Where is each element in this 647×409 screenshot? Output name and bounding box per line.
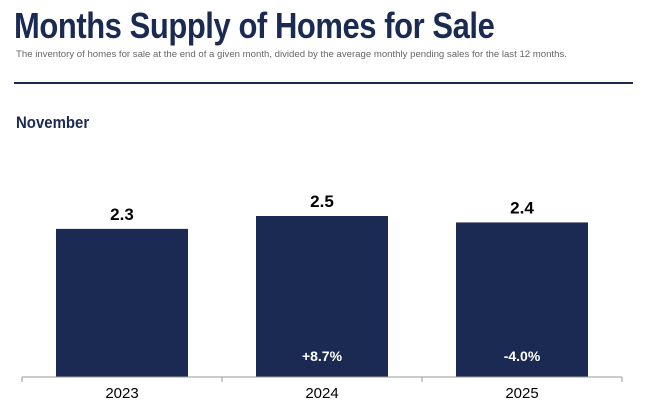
title-divider — [14, 82, 633, 84]
section-label: November — [16, 113, 90, 132]
page-title: Months Supply of Homes for Sale — [14, 5, 495, 46]
page-subtitle: The inventory of homes for sale at the e… — [16, 49, 567, 60]
change-label-2024: +8.7% — [302, 348, 343, 364]
change-label-2025: -4.0% — [504, 348, 541, 364]
x-tick-label-2023: 2023 — [105, 385, 138, 402]
bar-2025 — [456, 222, 588, 377]
bars-group — [56, 216, 588, 377]
x-tick-label-2024: 2024 — [305, 385, 338, 402]
labels-group: 2.3 2023 2.5 +8.7% 2024 2.4 -4.0% 2025 — [105, 192, 541, 402]
value-label-2025: 2.4 — [510, 198, 534, 217]
bar-2023 — [56, 228, 188, 377]
bar-2024 — [256, 216, 388, 377]
x-ticks-group — [21, 377, 623, 382]
x-tick-label-2025: 2025 — [505, 385, 538, 402]
value-label-2024: 2.5 — [310, 192, 334, 211]
value-label-2023: 2.3 — [110, 205, 134, 224]
